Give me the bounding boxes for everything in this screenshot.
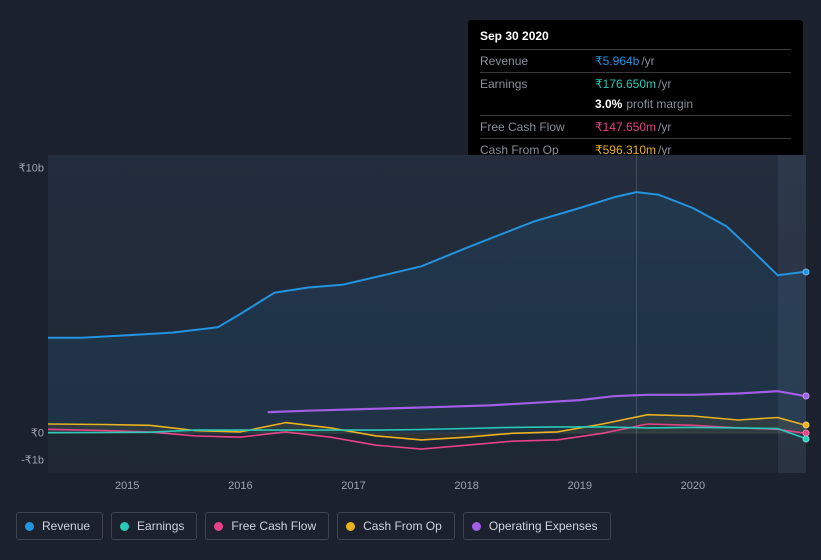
tooltip-date: Sep 30 2020 bbox=[480, 26, 791, 49]
legend-item-revenue[interactable]: Revenue bbox=[16, 512, 103, 540]
legend-item-earnings[interactable]: Earnings bbox=[111, 512, 197, 540]
tooltip-sub-value: 3.0% bbox=[595, 97, 622, 111]
tooltip-unit: /yr bbox=[641, 54, 654, 68]
tooltip-metric-label: Revenue bbox=[480, 54, 595, 68]
x-axis-tick: 2020 bbox=[681, 480, 705, 492]
y-axis-tick: ₹0 bbox=[16, 427, 44, 440]
tooltip-row: Revenue₹5.964b/yr bbox=[480, 49, 791, 72]
legend-label: Earnings bbox=[137, 519, 184, 533]
y-axis-tick: -₹1b bbox=[16, 453, 44, 466]
tooltip-sub-suffix: profit margin bbox=[626, 97, 693, 111]
series-endpoint-operating-expenses bbox=[803, 393, 810, 400]
tooltip-metric-value: ₹5.964b bbox=[595, 54, 639, 68]
series-endpoint-earnings bbox=[803, 435, 810, 442]
x-axis-tick: 2016 bbox=[228, 480, 252, 492]
x-axis-tick: 2017 bbox=[341, 480, 365, 492]
tooltip-metric-label: Free Cash Flow bbox=[480, 120, 595, 134]
series-endpoint-cash-from-op bbox=[803, 422, 810, 429]
legend-item-free-cash-flow[interactable]: Free Cash Flow bbox=[205, 512, 329, 540]
legend-label: Free Cash Flow bbox=[231, 519, 316, 533]
legend-swatch-icon bbox=[472, 522, 481, 531]
legend-label: Cash From Op bbox=[363, 519, 442, 533]
y-axis-tick: ₹10b bbox=[16, 162, 44, 175]
legend-label: Revenue bbox=[42, 519, 90, 533]
chart-legend: Revenue Earnings Free Cash Flow Cash From O… bbox=[16, 512, 611, 540]
x-axis-tick: 2015 bbox=[115, 480, 139, 492]
tooltip-metric-value: ₹176.650m bbox=[595, 77, 656, 91]
chart-svg bbox=[48, 155, 806, 473]
tooltip-subrow: 3.0% profit margin bbox=[480, 95, 791, 115]
tooltip-unit: /yr bbox=[658, 77, 671, 91]
tooltip-metric-label: Earnings bbox=[480, 77, 595, 91]
tooltip-row: Free Cash Flow₹147.650m/yr bbox=[480, 115, 791, 138]
x-axis-tick: 2018 bbox=[454, 480, 478, 492]
legend-swatch-icon bbox=[214, 522, 223, 531]
legend-label: Operating Expenses bbox=[489, 519, 598, 533]
legend-item-cash-from-op[interactable]: Cash From Op bbox=[337, 512, 455, 540]
legend-swatch-icon bbox=[120, 522, 129, 531]
legend-swatch-icon bbox=[25, 522, 34, 531]
legend-item-operating-expenses[interactable]: Operating Expenses bbox=[463, 512, 611, 540]
chart-plot-area[interactable] bbox=[48, 155, 806, 473]
tooltip-metric-value: ₹147.650m bbox=[595, 120, 656, 134]
series-endpoint-revenue bbox=[803, 268, 810, 275]
x-axis-tick: 2019 bbox=[567, 480, 591, 492]
tooltip-unit: /yr bbox=[658, 120, 671, 134]
legend-swatch-icon bbox=[346, 522, 355, 531]
tooltip-row: Earnings₹176.650m/yr bbox=[480, 72, 791, 95]
series-area-revenue bbox=[48, 192, 806, 433]
